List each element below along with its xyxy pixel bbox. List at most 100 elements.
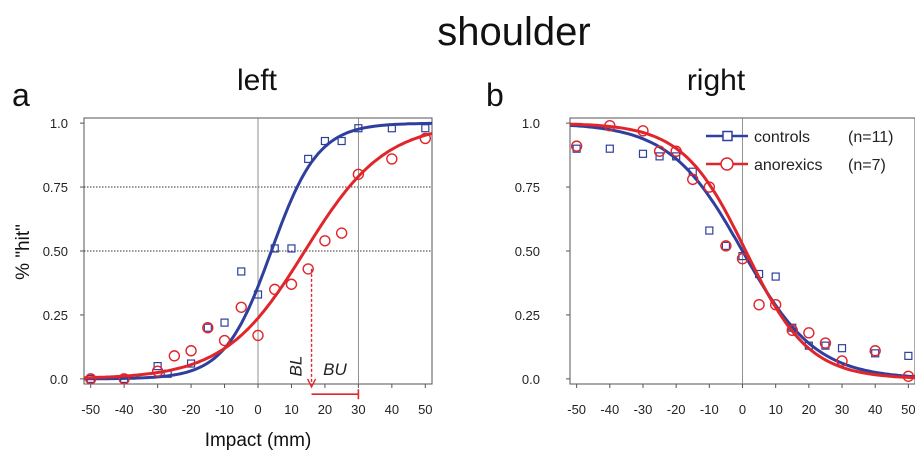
legend-n: (n=7) — [848, 157, 886, 174]
controls-point — [237, 267, 246, 276]
x-tick-label: -20 — [667, 402, 686, 417]
legend-marker-square — [722, 130, 733, 142]
legend-label: anorexics — [754, 157, 822, 174]
axes-right: 0.0 0.25 0.50 0.75 1.0 -50 -40 -30 -20 -10 0 10 20 30… — [515, 116, 915, 417]
x-axis-label: Impact (mm) — [205, 430, 312, 451]
y-tick-label: 0.25 — [43, 308, 68, 323]
anorexics-fit-curve — [569, 122, 915, 380]
controls-point — [253, 290, 263, 299]
anorexics-point — [185, 345, 197, 357]
anorexics-point — [720, 240, 732, 252]
controls-point — [320, 136, 330, 146]
y-tick-label: 0.75 — [43, 180, 68, 195]
anorexics-point — [604, 119, 616, 132]
x-tick-label: 30 — [835, 402, 849, 417]
y-tick-label: 0.50 — [515, 244, 540, 259]
controls-point — [354, 124, 363, 133]
x-tick-label: -30 — [634, 402, 653, 417]
y-tick-label: 1.0 — [522, 116, 540, 131]
controls-point — [771, 272, 780, 281]
controls-point — [153, 361, 162, 371]
anorexics-point — [235, 301, 247, 313]
controls-point — [638, 149, 648, 158]
anorexics-point — [769, 299, 782, 311]
controls-point — [287, 244, 296, 253]
anorexics-point — [118, 373, 130, 385]
legend-marker-circle — [720, 157, 734, 171]
x-tick-label: -30 — [148, 402, 167, 417]
x-tick-label: 20 — [802, 402, 816, 417]
panel-letter-b: b — [486, 77, 504, 113]
x-tick-label: -40 — [115, 402, 134, 417]
anorexics-point — [637, 125, 649, 137]
anorexics-point — [419, 132, 432, 145]
anorexics-point — [670, 145, 682, 157]
anorexics-point — [836, 355, 848, 367]
y-tick-label: 0.75 — [515, 180, 540, 195]
anorexics-point — [202, 322, 214, 334]
controls-point — [270, 244, 279, 253]
anorexics-point — [386, 153, 398, 165]
panel-title-right: right — [687, 64, 746, 97]
legend-n: (n=11) — [848, 129, 894, 146]
panel-letter-a: a — [12, 77, 30, 113]
anorexics-point — [218, 334, 231, 347]
x-tick-label: 10 — [284, 402, 298, 417]
anorexics-point — [252, 329, 264, 342]
anorexics-point — [902, 370, 915, 383]
controls-point — [220, 318, 229, 327]
anorexics-point — [687, 173, 699, 186]
anorexics-fit-curve — [84, 132, 433, 380]
anorexics-point — [302, 263, 314, 275]
y-tick-label: 0.50 — [43, 244, 68, 259]
controls-point — [605, 144, 614, 153]
x-tick-label: 40 — [868, 402, 882, 417]
x-tick-label: 0 — [254, 402, 261, 417]
anorexics-point — [869, 345, 881, 357]
controls-point — [904, 351, 913, 360]
x-tick-label: 20 — [318, 402, 332, 417]
legend-label: controls — [754, 129, 810, 146]
y-tick-label: 0.0 — [50, 372, 68, 387]
bu-label: BU — [323, 360, 347, 379]
anorexics-point — [570, 140, 583, 152]
figure-title: shoulder — [437, 10, 590, 54]
anorexics-point — [703, 181, 716, 193]
x-tick-label: -10 — [215, 402, 234, 417]
x-tick-label: -40 — [600, 402, 619, 417]
x-tick-label: 30 — [351, 402, 365, 417]
anorexics-point — [168, 350, 181, 362]
x-tick-label: 50 — [901, 402, 915, 417]
controls-point — [387, 124, 396, 133]
controls-point — [337, 136, 346, 146]
y-tick-label: 1.0 — [50, 116, 68, 131]
anorexics-point — [151, 365, 164, 377]
controls-point — [688, 167, 697, 176]
controls-point — [672, 152, 681, 161]
bl-label: BL — [287, 356, 306, 377]
controls-point — [837, 344, 847, 353]
bl-arrow-head — [306, 378, 317, 389]
anorexics-point — [753, 299, 765, 311]
controls-point — [655, 152, 664, 161]
legend: controls (n=11) anorexics (n=7) — [706, 129, 894, 174]
x-tick-label: -20 — [182, 402, 201, 417]
x-tick-label: 40 — [385, 402, 399, 417]
anorexics-point — [819, 337, 832, 349]
y-tick-label: 0.0 — [522, 372, 540, 387]
anorexics-point — [269, 283, 281, 296]
y-axis-label: % "hit" — [13, 224, 34, 280]
controls-point — [304, 154, 313, 164]
y-tick-label: 0.25 — [515, 308, 540, 323]
x-tick-label: 10 — [768, 402, 782, 417]
panel-left: a left 0.0 0.25 0.50 0.75 1.0 -50 -40 -30 -20 -10… — [12, 64, 433, 451]
x-tick-label: -10 — [700, 402, 719, 417]
anorexics-point — [335, 227, 348, 239]
anorexics-point — [352, 168, 365, 180]
panel-title-left: left — [237, 64, 278, 97]
anorexics-point — [285, 278, 298, 290]
panel-right: b right 0.0 0.25 0.50 0.75 1.0 -50 -40 -30 -20 -1… — [486, 64, 915, 417]
x-tick-label: 0 — [739, 402, 746, 417]
controls-fit-curve — [569, 123, 915, 379]
